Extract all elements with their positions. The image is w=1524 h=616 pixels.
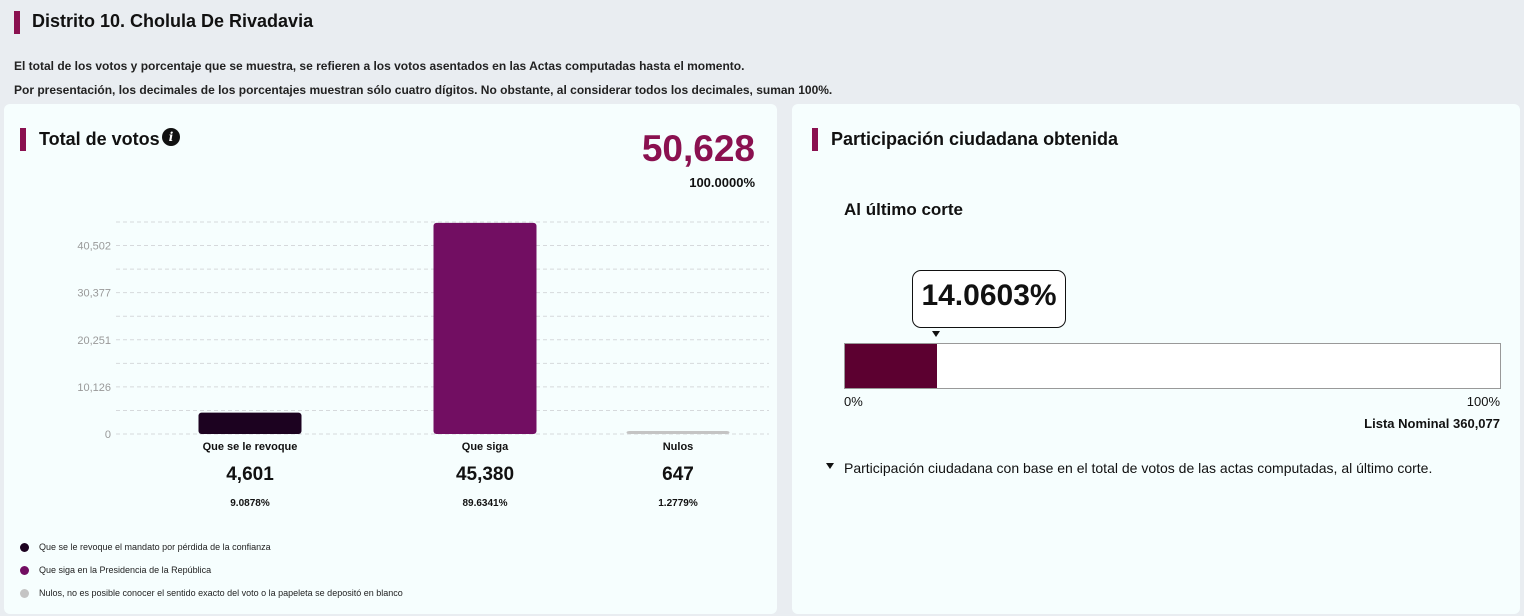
y-tick-label: 40,502 [77,241,111,253]
category-label: Nulos [662,441,694,453]
bar-siga[interactable] [433,222,537,434]
category-nulos: Nulos 647 1.2779% [598,441,758,509]
title-accent-bar [14,11,20,34]
y-tick-label: 10,126 [77,382,111,394]
scale-max-label: 100% [1466,394,1500,409]
y-tick-label: 30,377 [77,288,111,300]
total-votes-title: Total de votos [39,129,160,149]
votes-note: El total de los votos y porcentaje que s… [14,59,745,73]
footnote-text: Participación ciudadana con base en el t… [844,460,1433,476]
category-percentage: 9.0878% [230,498,270,509]
participation-title: Participación ciudadana obtenida [831,129,1119,149]
votes-bar-chart: 0 10,126 20,251 30,377 40,502 [77,221,769,441]
section-accent-bar [812,128,818,151]
category-value: 45,380 [455,464,515,485]
category-revoque: Que se le revoque 4,601 9.0878% [170,441,330,509]
section-accent-bar [20,128,26,151]
legend-dot [20,589,29,598]
header: Distrito 10. Cholula De Rivadavia El tot… [0,0,1524,104]
decimals-note: Por presentación, los decimales de los p… [14,83,833,97]
category-percentage: 89.6341% [462,498,508,509]
legend-dot [20,566,29,575]
total-votes-number: 50,628 [641,128,755,169]
total-votes-card: Total de votos i 50,628 100.0000% 0 10,12… [4,104,777,614]
category-percentage: 1.2779% [658,498,698,509]
bubble-pointer [932,331,940,337]
category-label: Que se le revoque [202,441,298,453]
caret-down-icon[interactable] [826,463,834,469]
legend-label: Nulos, no es posible conocer el sentido … [39,588,403,598]
chart-bars [198,222,730,434]
legend-label: Que siga en la Presidencia de la Repúbli… [39,565,212,575]
chart-y-axis: 0 10,126 20,251 30,377 40,502 [77,241,111,441]
lista-nominal: Lista Nominal 360,077 [1364,416,1500,431]
participation-progress-fill [845,344,938,388]
info-icon[interactable]: i [162,128,180,146]
district-title: Distrito 10. Cholula De Rivadavia [32,11,314,31]
legend-label: Que se le revoque el mandato por pérdida… [39,542,271,552]
last-cut-subheading: Al último corte [844,200,964,219]
legend-dot [20,543,29,552]
participation-percentage-bubble: 14.0603% [912,270,1066,328]
y-tick-label: 20,251 [77,335,111,347]
category-siga: Que siga 45,380 89.6341% [405,441,565,509]
category-label: Que siga [461,441,509,453]
total-votes-percentage: 100.0000% [689,175,755,190]
participation-progress-bar [844,343,1501,389]
category-value: 4,601 [226,464,274,485]
bar-nulos[interactable] [626,430,730,434]
participation-card: Participación ciudadana obtenida Al últi… [792,104,1520,614]
bar-revoque[interactable] [198,412,302,434]
category-value: 647 [662,464,694,485]
y-tick-label: 0 [105,429,111,441]
scale-min-label: 0% [844,394,863,409]
